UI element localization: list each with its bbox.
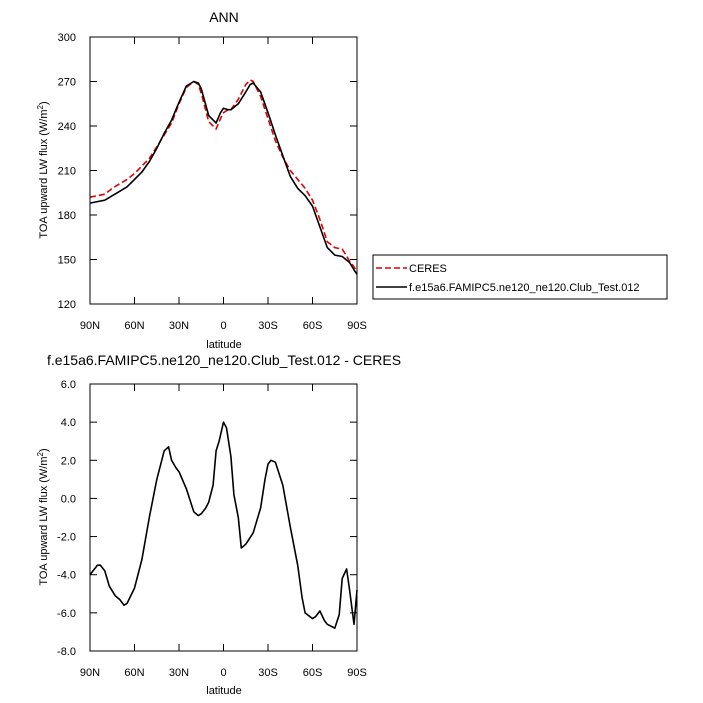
bottom-y-tick-label: -2.0 xyxy=(57,532,76,544)
top-axis-ticks: 90N 60N 30N 0 30S 60S 90S 120 150 180 210 240 270 300 xyxy=(58,32,367,332)
bottom-y-tick-label: -6.0 xyxy=(57,608,76,620)
bottom-chart-title: f.e15a6.FAMIPC5.ne120_ne120.Club_Test.01… xyxy=(47,352,401,368)
top-y-axis-label-unit-close: ) xyxy=(38,101,50,105)
bottom-y-tick-label: 0.0 xyxy=(61,493,76,505)
top-series-line-0 xyxy=(89,79,358,272)
top-series-line-1 xyxy=(89,80,358,275)
bottom-y-axis-label-unit: W/m xyxy=(38,456,50,479)
bottom-x-tick-label: 60S xyxy=(303,667,323,679)
top-series-group xyxy=(89,79,358,275)
bottom-y-axis-label: TOA upward LW flux (W/m2) xyxy=(36,448,50,585)
top-plot-frame xyxy=(89,36,358,305)
bottom-x-tick-label: 90N xyxy=(80,667,100,679)
top-y-axis-label-unit: W/m xyxy=(38,109,50,132)
top-panel: ANN 90N 60N 30N 0 30S 60S 90S 120 150 180 210 240 27… xyxy=(36,9,367,351)
bottom-x-tick-label: 60N xyxy=(124,667,144,679)
bottom-y-tick-label: -8.0 xyxy=(57,646,76,658)
top-x-tick-label: 60N xyxy=(124,320,144,332)
top-y-axis-label-unit-open: ( xyxy=(38,132,50,139)
bottom-y-axis-label-unit-open: ( xyxy=(38,479,50,486)
bottom-y-axis-label-unit-close: ) xyxy=(38,448,50,452)
bottom-x-tick-label: 0 xyxy=(220,667,226,679)
legend-label-ceres: CERES xyxy=(409,263,447,275)
top-y-axis-label-unit-exponent: 2 xyxy=(36,104,45,109)
top-chart-title: ANN xyxy=(209,9,239,25)
top-y-tick-label: 120 xyxy=(58,299,76,311)
bottom-series-group xyxy=(89,421,358,629)
bottom-y-axis-label-text: TOA upward LW flux xyxy=(38,485,50,585)
top-y-tick-label: 300 xyxy=(58,32,76,44)
top-y-tick-label: 210 xyxy=(58,166,76,178)
bottom-x-tick-label: 30N xyxy=(169,667,189,679)
bottom-axis-ticks: 90N 60N 30N 0 30S 60S 90S -8.0 -6.0 -4.0 -2.0 0.0 2.… xyxy=(57,379,367,679)
top-x-axis-label: latitude xyxy=(206,339,241,351)
bottom-x-tick-label: 90S xyxy=(347,667,367,679)
bottom-panel: f.e15a6.FAMIPC5.ne120_ne120.Club_Test.01… xyxy=(36,352,401,697)
top-y-tick-label: 240 xyxy=(58,121,76,133)
top-x-tick-label: 0 xyxy=(220,320,226,332)
bottom-y-axis-label-unit-exponent: 2 xyxy=(36,451,45,456)
bottom-y-tick-label: 2.0 xyxy=(61,455,76,467)
top-y-tick-label: 180 xyxy=(58,210,76,222)
top-x-tick-label: 60S xyxy=(303,320,323,332)
legend-label-model: f.e15a6.FAMIPC5.ne120_ne120.Club_Test.01… xyxy=(409,282,640,294)
legend: CERES f.e15a6.FAMIPC5.ne120_ne120.Club_T… xyxy=(372,254,668,300)
top-y-axis-label: TOA upward LW flux (W/m2) xyxy=(36,101,50,238)
bottom-y-tick-label: 4.0 xyxy=(61,417,76,429)
top-x-tick-label: 90N xyxy=(80,320,100,332)
bottom-series-line-0 xyxy=(89,421,358,629)
top-y-tick-label: 270 xyxy=(58,77,76,89)
bottom-y-tick-label: 6.0 xyxy=(61,379,76,391)
top-x-tick-label: 30N xyxy=(169,320,189,332)
top-y-tick-label: 150 xyxy=(58,255,76,267)
top-y-axis-label-text: TOA upward LW flux xyxy=(38,138,50,238)
bottom-x-tick-label: 30S xyxy=(258,667,278,679)
bottom-y-tick-label: -4.0 xyxy=(57,570,76,582)
top-x-tick-label: 30S xyxy=(258,320,278,332)
top-x-tick-label: 90S xyxy=(347,320,367,332)
legend-box xyxy=(372,254,668,300)
bottom-x-axis-label: latitude xyxy=(206,685,241,697)
